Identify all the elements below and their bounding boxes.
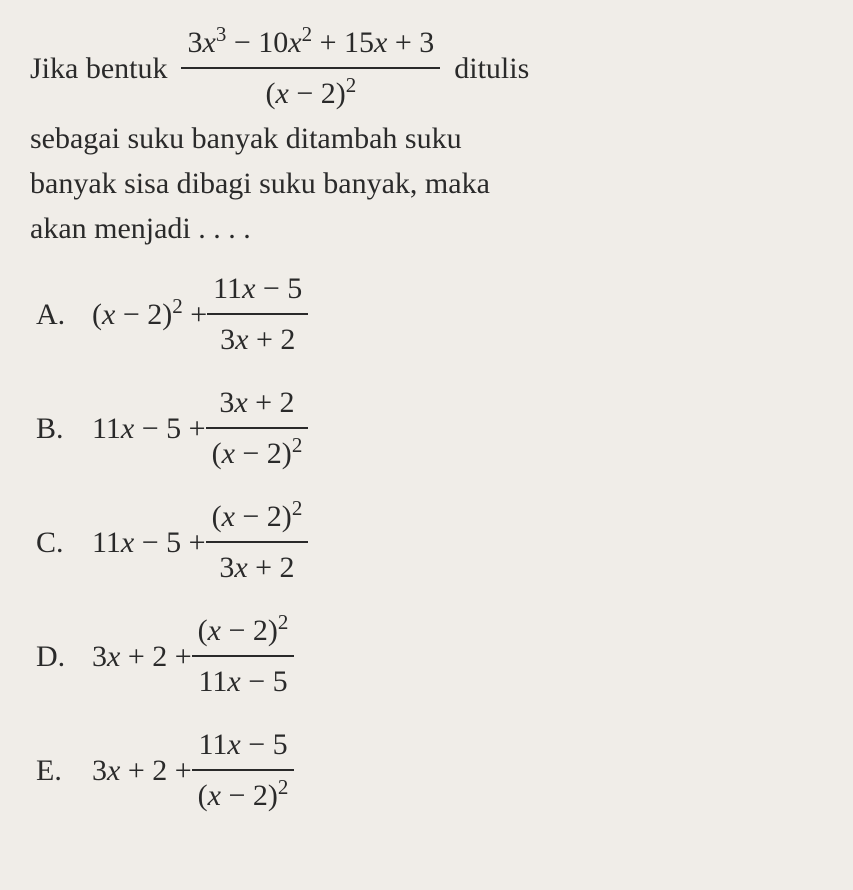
question-line-3: banyak sisa dibagi suku banyak, maka: [30, 161, 823, 206]
option-a: A. (x − 2)2 + 11x − 5 3x + 2: [36, 266, 823, 362]
option-e-letter: E.: [36, 748, 92, 793]
option-d: D. 3x + 2 + (x − 2)2 11x − 5: [36, 608, 823, 704]
option-c-content: 11x − 5 + (x − 2)2 3x + 2: [92, 494, 308, 590]
option-c-letter: C.: [36, 520, 92, 565]
option-d-numerator: (x − 2)2: [192, 608, 295, 657]
question-stem: Jika bentuk 3x3 − 10x2 + 15x + 3 (x − 2)…: [30, 20, 823, 251]
option-e: E. 3x + 2 + 11x − 5 (x − 2)2: [36, 722, 823, 818]
option-c-fraction: (x − 2)2 3x + 2: [206, 494, 309, 590]
option-e-fraction: 11x − 5 (x − 2)2: [192, 722, 295, 818]
option-d-prefix: 3x + 2 +: [92, 634, 192, 679]
question-fraction: 3x3 − 10x2 + 15x + 3 (x − 2)2: [181, 20, 440, 116]
question-line-2: sebagai suku banyak ditambah suku: [30, 116, 823, 161]
option-a-content: (x − 2)2 + 11x − 5 3x + 2: [92, 266, 308, 362]
question-line-4: akan menjadi . . . .: [30, 206, 823, 251]
option-a-letter: A.: [36, 292, 92, 337]
question-fraction-numerator: 3x3 − 10x2 + 15x + 3: [181, 20, 440, 69]
option-a-fraction: 11x − 5 3x + 2: [207, 266, 308, 362]
option-c: C. 11x − 5 + (x − 2)2 3x + 2: [36, 494, 823, 590]
option-d-letter: D.: [36, 634, 92, 679]
option-b-content: 11x − 5 + 3x + 2 (x − 2)2: [92, 380, 308, 476]
option-b-prefix: 11x − 5 +: [92, 406, 206, 451]
options-list: A. (x − 2)2 + 11x − 5 3x + 2 B. 11x − 5 …: [30, 266, 823, 818]
option-b: B. 11x − 5 + 3x + 2 (x − 2)2: [36, 380, 823, 476]
option-a-denominator: 3x + 2: [207, 315, 308, 362]
option-b-fraction: 3x + 2 (x − 2)2: [206, 380, 309, 476]
option-e-denominator: (x − 2)2: [192, 771, 295, 818]
option-d-denominator: 11x − 5: [192, 657, 295, 704]
option-a-numerator: 11x − 5: [207, 266, 308, 315]
option-b-letter: B.: [36, 406, 92, 451]
option-c-prefix: 11x − 5 +: [92, 520, 206, 565]
option-d-fraction: (x − 2)2 11x − 5: [192, 608, 295, 704]
question-fraction-denominator: (x − 2)2: [181, 69, 440, 116]
question-suffix: ditulis: [454, 46, 529, 91]
option-b-numerator: 3x + 2: [206, 380, 309, 429]
option-e-numerator: 11x − 5: [192, 722, 295, 771]
question-prefix: Jika bentuk: [30, 46, 167, 91]
option-e-prefix: 3x + 2 +: [92, 748, 192, 793]
option-c-numerator: (x − 2)2: [206, 494, 309, 543]
option-d-content: 3x + 2 + (x − 2)2 11x − 5: [92, 608, 294, 704]
question-line-1: Jika bentuk 3x3 − 10x2 + 15x + 3 (x − 2)…: [30, 20, 823, 116]
option-c-denominator: 3x + 2: [206, 543, 309, 590]
option-b-denominator: (x − 2)2: [206, 429, 309, 476]
option-a-prefix: (x − 2)2 +: [92, 292, 207, 337]
option-e-content: 3x + 2 + 11x − 5 (x − 2)2: [92, 722, 294, 818]
